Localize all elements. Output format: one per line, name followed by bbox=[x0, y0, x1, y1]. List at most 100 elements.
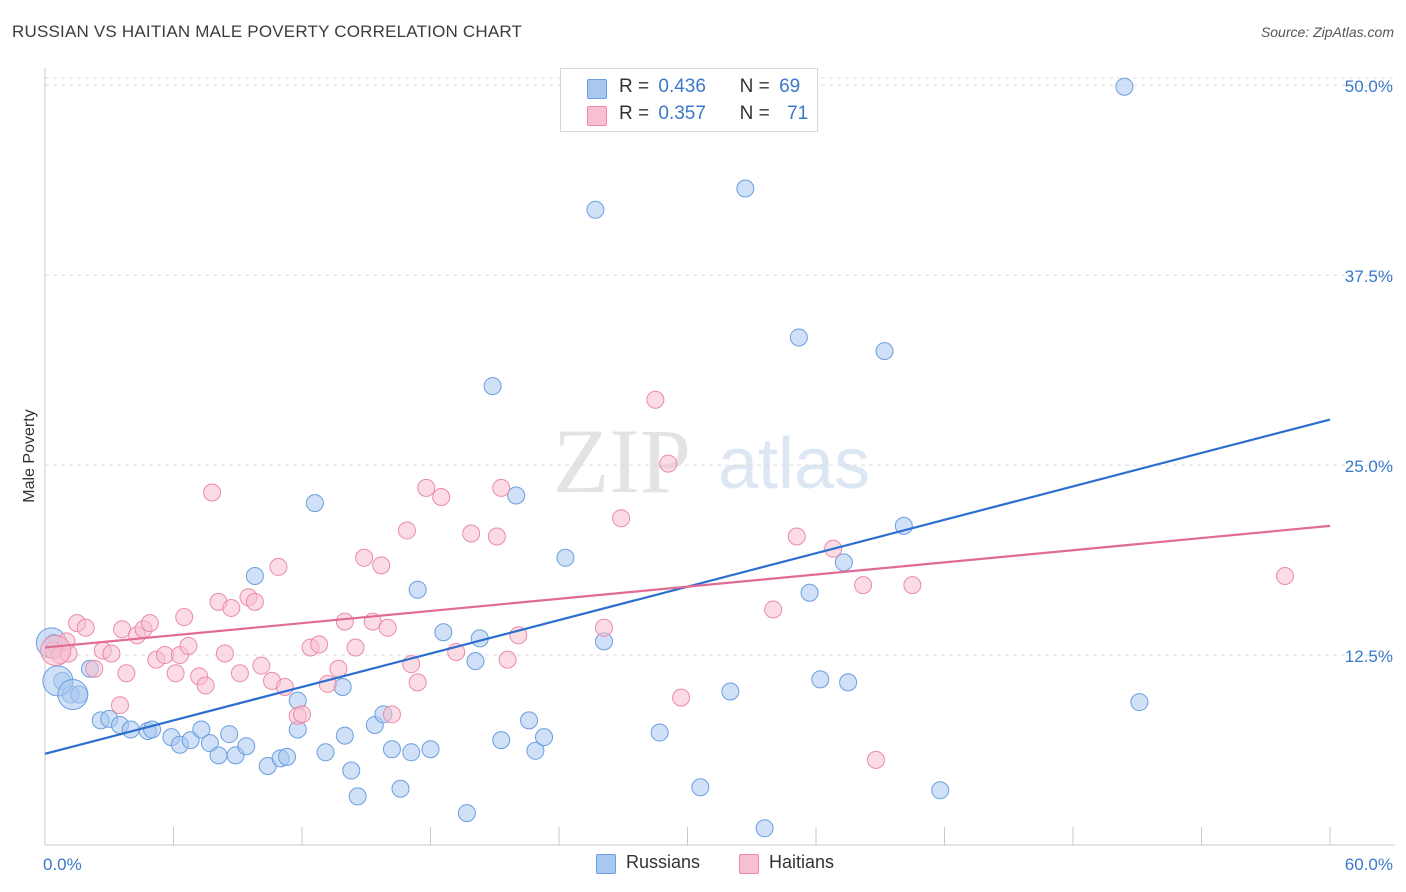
scatter-point-haitians bbox=[462, 524, 481, 543]
scatter-point-haitians bbox=[196, 676, 215, 695]
scatter-point-russians bbox=[278, 747, 297, 766]
scatter-point-haitians bbox=[372, 556, 391, 575]
scatter-point-haitians bbox=[203, 483, 222, 502]
scatter-point-haitians bbox=[397, 521, 416, 540]
scatter-point-haitians bbox=[903, 576, 922, 595]
scatter-point-russians bbox=[237, 737, 256, 756]
scatter-point-russians bbox=[382, 740, 401, 759]
scatter-point-haitians bbox=[764, 600, 783, 619]
scatter-point-haitians bbox=[245, 592, 264, 611]
gridlines bbox=[45, 77, 1395, 656]
scatter-point-russians bbox=[811, 670, 830, 689]
scatter-point-haitians bbox=[378, 618, 397, 637]
scatter-point-haitians bbox=[346, 638, 365, 657]
scatter-point-haitians bbox=[166, 664, 185, 683]
scatter-point-haitians bbox=[854, 576, 873, 595]
bottom-legend-label-haitians: Haitians bbox=[769, 852, 835, 872]
scatter-point-russians bbox=[691, 778, 710, 797]
scatter-point-russians bbox=[408, 580, 427, 599]
legend-r-value-haitians: 0.357 bbox=[658, 103, 706, 124]
scatter-point-russians bbox=[483, 377, 502, 396]
scatter-point-russians bbox=[305, 494, 324, 513]
scatter-point-haitians bbox=[487, 527, 506, 546]
scatter-point-haitians bbox=[222, 598, 241, 617]
scatter-point-haitians bbox=[329, 659, 348, 678]
legend-n-label: N = bbox=[739, 103, 770, 124]
scatter-point-haitians bbox=[175, 608, 194, 627]
x-tick-label: 0.0% bbox=[43, 855, 82, 874]
scatter-point-russians bbox=[245, 567, 264, 586]
scatter-point-haitians bbox=[85, 659, 104, 678]
scatter-point-russians bbox=[342, 761, 361, 780]
axes bbox=[44, 68, 1395, 846]
scatter-point-russians bbox=[586, 200, 605, 219]
scatter-point-russians bbox=[466, 652, 485, 671]
x-tick-label: 60.0% bbox=[1345, 855, 1393, 874]
legend-swatch-russians bbox=[587, 79, 607, 99]
scatter-point-haitians bbox=[382, 705, 401, 724]
scatter-point-russians bbox=[834, 553, 853, 572]
bottom-legend-label-russians: Russians bbox=[626, 852, 701, 872]
scatter-point-haitians bbox=[1276, 567, 1295, 586]
legend-n-label: N = bbox=[739, 76, 770, 97]
scatter-point-haitians bbox=[102, 644, 121, 663]
scatter-point-russians bbox=[1115, 77, 1134, 96]
scatter-point-haitians bbox=[612, 509, 631, 528]
source-label: Source: ZipAtlas.com bbox=[1260, 24, 1394, 40]
scatter-point-haitians bbox=[117, 664, 136, 683]
scatter-point-haitians bbox=[269, 557, 288, 576]
watermark-atlas: atlas bbox=[718, 424, 870, 504]
scatter-point-russians bbox=[535, 728, 554, 747]
scatter-point-russians bbox=[736, 179, 755, 198]
scatter-point-russians bbox=[181, 731, 200, 750]
scatter-point-russians bbox=[1130, 693, 1149, 712]
scatter-point-russians bbox=[457, 804, 476, 823]
scatter-point-russians bbox=[875, 342, 894, 361]
y-tick-label: 37.5% bbox=[1345, 267, 1393, 286]
scatter-point-haitians bbox=[646, 390, 665, 409]
legend-r-value-russians: 0.436 bbox=[658, 76, 706, 97]
scatter-point-russians bbox=[931, 781, 950, 800]
y-tick-label: 25.0% bbox=[1345, 457, 1393, 476]
scatter-point-russians bbox=[220, 725, 239, 744]
scatter-point-haitians bbox=[659, 454, 678, 473]
scatter-point-russians bbox=[520, 711, 539, 730]
scatter-point-russians bbox=[492, 731, 511, 750]
chart-title: RUSSIAN VS HAITIAN MALE POVERTY CORRELAT… bbox=[12, 22, 523, 41]
trend-line-haitians bbox=[44, 524, 1331, 649]
scatter-point-haitians bbox=[252, 656, 271, 675]
scatter-point-haitians bbox=[76, 618, 95, 637]
legend-n-value-haitians: 71 bbox=[787, 103, 809, 124]
scatter-point-russians bbox=[391, 779, 410, 798]
scatter-point-russians bbox=[507, 486, 526, 505]
scatter-point-russians bbox=[192, 720, 211, 739]
scatter-point-haitians bbox=[230, 664, 249, 683]
scatter-point-haitians bbox=[417, 478, 436, 497]
scatter-point-haitians bbox=[866, 750, 885, 769]
scatter-point-haitians bbox=[408, 673, 427, 692]
scatter-point-haitians bbox=[594, 618, 613, 637]
scatter-point-russians bbox=[800, 583, 819, 602]
y-tick-label: 12.5% bbox=[1345, 647, 1393, 666]
scatter-point-russians bbox=[526, 741, 545, 760]
scatter-point-russians bbox=[200, 734, 219, 753]
scatter-point-large-russians bbox=[57, 679, 89, 711]
legend-text-haitians: R = 0.357 N = 71 bbox=[619, 103, 808, 125]
scatter-point-russians bbox=[755, 819, 774, 838]
legend-swatch-haitians bbox=[587, 106, 607, 126]
tick-labels: 12.5% 25.0% 37.5% 50.0% 0.0% 60.0% bbox=[43, 77, 1393, 874]
scatter-point-russians bbox=[209, 746, 228, 765]
series-russians bbox=[35, 71, 1149, 838]
scatter-point-haitians bbox=[179, 636, 198, 655]
scatter-point-russians bbox=[556, 548, 575, 567]
scatter-point-russians bbox=[721, 682, 740, 701]
scatter-point-russians bbox=[348, 787, 367, 806]
scatter-point-russians bbox=[789, 328, 808, 347]
scatter-point-haitians bbox=[110, 696, 129, 715]
scatter-point-haitians bbox=[310, 635, 329, 654]
watermark: ZIP atlas bbox=[553, 410, 870, 512]
y-axis-label: Male Poverty bbox=[21, 409, 38, 502]
legend-r-label: R = bbox=[619, 103, 650, 124]
scatter-point-haitians bbox=[672, 688, 691, 707]
